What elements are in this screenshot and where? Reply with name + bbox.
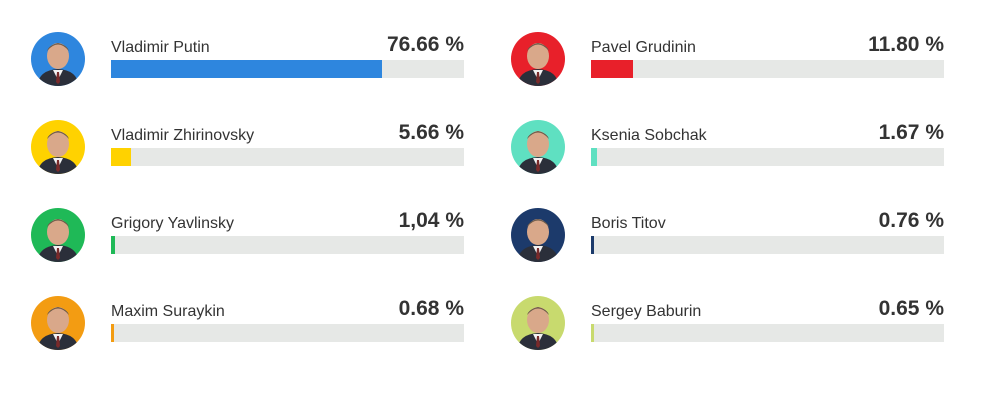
bar-track — [111, 60, 464, 78]
candidate-row: Boris Titov 0.76 % — [511, 200, 946, 280]
candidate-name: Vladimir Putin — [111, 39, 210, 56]
bar-track — [111, 324, 464, 342]
bar-track — [591, 324, 944, 342]
candidate-avatar — [511, 32, 565, 86]
vote-share-label: 11.80 % — [868, 33, 944, 56]
candidate-row: Sergey Baburin 0.65 % — [511, 288, 946, 368]
bar-track — [111, 148, 464, 166]
vote-share-bar — [591, 148, 597, 166]
vote-share-bar — [111, 148, 131, 166]
candidate-row: Ksenia Sobchak 1.67 % — [511, 112, 946, 192]
bar-track — [591, 148, 944, 166]
vote-share-label: 5.66 % — [398, 121, 464, 144]
candidate-name: Grigory Yavlinsky — [111, 215, 234, 232]
vote-share-bar — [111, 236, 115, 254]
vote-share-bar — [591, 60, 633, 78]
vote-share-bar — [591, 236, 594, 254]
candidate-name: Ksenia Sobchak — [591, 127, 707, 144]
vote-share-label: 1,04 % — [398, 209, 464, 232]
candidate-avatar — [511, 208, 565, 262]
candidate-avatar — [31, 208, 85, 262]
candidate-row: Grigory Yavlinsky 1,04 % — [31, 200, 466, 280]
candidate-name: Pavel Grudinin — [591, 39, 696, 56]
vote-share-label: 0.65 % — [878, 297, 944, 320]
vote-share-label: 0.68 % — [398, 297, 464, 320]
bar-track — [591, 236, 944, 254]
candidate-row: Vladimir Zhirinovsky 5.66 % — [31, 112, 466, 192]
candidate-row: Pavel Grudinin 11.80 % — [511, 24, 946, 104]
candidate-name: Sergey Baburin — [591, 303, 702, 320]
bar-track — [111, 236, 464, 254]
candidate-name: Vladimir Zhirinovsky — [111, 127, 255, 144]
candidate-avatar — [31, 120, 85, 174]
vote-share-bar — [591, 324, 594, 342]
candidate-avatar — [31, 32, 85, 86]
vote-share-label: 1.67 % — [878, 121, 944, 144]
candidate-name: Maxim Suraykin — [111, 303, 225, 320]
vote-share-label: 76.66 % — [386, 33, 464, 56]
candidate-name: Boris Titov — [591, 215, 666, 232]
candidate-row: Vladimir Putin 76.66 % — [31, 24, 466, 104]
candidate-row: Maxim Suraykin 0.68 % — [31, 288, 466, 368]
vote-share-bar — [111, 324, 114, 342]
bar-track — [591, 60, 944, 78]
vote-share-label: 0.76 % — [878, 209, 944, 232]
candidate-avatar — [31, 296, 85, 350]
candidate-avatar — [511, 296, 565, 350]
candidate-avatar — [511, 120, 565, 174]
vote-share-bar — [111, 60, 382, 78]
